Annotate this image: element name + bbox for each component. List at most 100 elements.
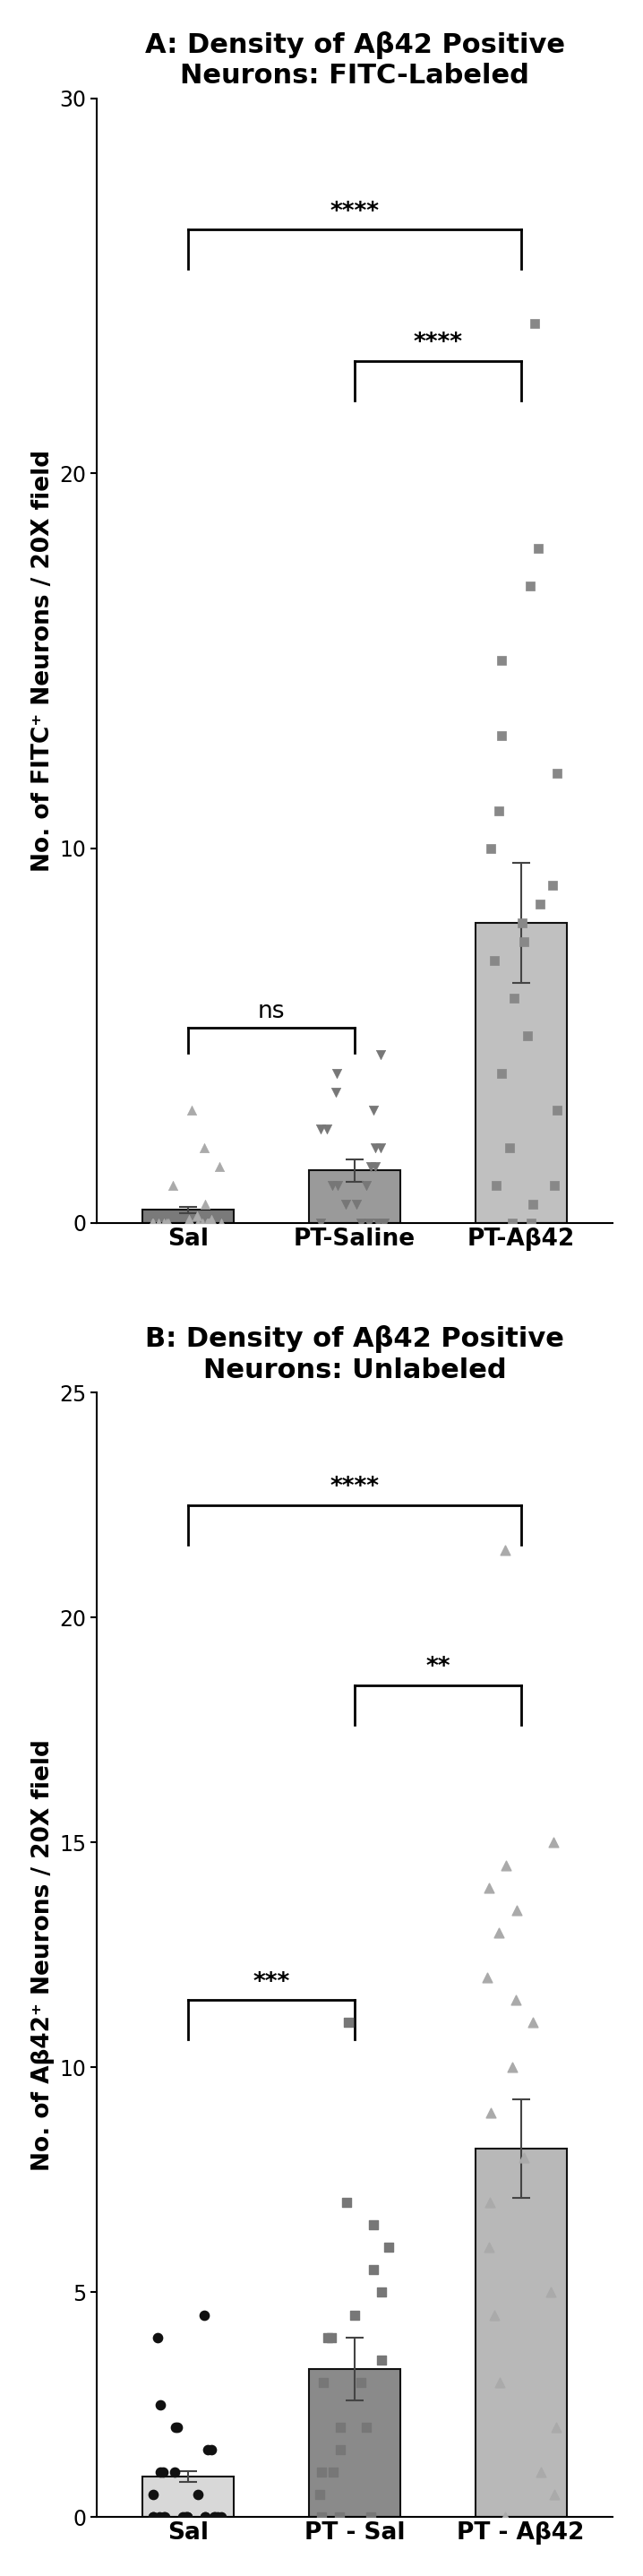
Point: [340, 1182, 350, 1224]
Point: [356, 2362, 366, 2403]
Point: [315, 1203, 325, 1244]
Point: [160, 2496, 170, 2537]
Point: [368, 2249, 379, 2290]
Point: [215, 2496, 226, 2537]
Point: [177, 2496, 188, 2537]
Point: [186, 1090, 197, 1131]
Point: [551, 1090, 561, 1131]
Point: [484, 1868, 494, 1909]
Point: [545, 2272, 556, 2313]
Point: [148, 2473, 158, 2514]
Point: [500, 1530, 510, 1571]
Point: [526, 1203, 536, 1244]
Point: [335, 2406, 345, 2447]
Point: [517, 902, 527, 943]
Point: [361, 2406, 372, 2447]
Point: [158, 2452, 168, 2494]
Point: [318, 2362, 328, 2403]
Point: [200, 2496, 210, 2537]
Point: [183, 1203, 194, 1244]
Point: [159, 2496, 169, 2537]
Point: [202, 2429, 212, 2470]
Point: [147, 2496, 158, 2537]
Point: [161, 1203, 172, 1244]
Point: [507, 2048, 517, 2089]
Point: [485, 2092, 496, 2133]
Point: [511, 1978, 521, 2020]
Point: [332, 1164, 343, 1206]
Bar: [309, 1170, 400, 1224]
Point: [155, 2452, 165, 2494]
Y-axis label: No. of FITC⁺ Neurons / 20X field: No. of FITC⁺ Neurons / 20X field: [32, 451, 55, 871]
Point: [549, 2473, 559, 2514]
Point: [365, 1146, 376, 1188]
Point: [331, 1072, 341, 1113]
Point: [155, 2385, 165, 2427]
Point: [326, 2316, 336, 2357]
Point: [521, 1015, 532, 1056]
Point: [529, 304, 539, 345]
Point: [547, 866, 557, 907]
Point: [213, 1146, 224, 1188]
Point: [148, 2496, 158, 2537]
Point: [153, 1203, 163, 1244]
Point: [535, 884, 545, 925]
Bar: [143, 1211, 234, 1224]
Point: [209, 2496, 219, 2537]
Text: ****: ****: [330, 201, 379, 224]
Point: [365, 2496, 376, 2537]
Point: [349, 2295, 359, 2336]
Point: [182, 2496, 192, 2537]
Point: [182, 2496, 192, 2537]
Point: [549, 1164, 559, 1206]
Point: [316, 1108, 326, 1149]
Bar: [143, 2476, 234, 2517]
Point: [528, 2002, 538, 2043]
Point: [356, 1203, 366, 1244]
Point: [519, 922, 529, 963]
Title: B: Density of Aβ42 Positive
Neurons: Unlabeled: B: Density of Aβ42 Positive Neurons: Unl…: [145, 1324, 564, 1383]
Point: [372, 1203, 383, 1244]
Point: [331, 1054, 341, 1095]
Point: [525, 564, 535, 605]
Point: [504, 1128, 514, 1170]
Point: [335, 2429, 345, 2470]
Point: [193, 2473, 203, 2514]
Text: ***: ***: [253, 1971, 290, 1994]
Point: [201, 1203, 212, 1244]
Point: [489, 2295, 499, 2336]
Point: [316, 2496, 327, 2537]
Text: ****: ****: [413, 332, 462, 355]
Point: [168, 1164, 178, 1206]
Text: ****: ****: [330, 1476, 379, 1499]
Point: [147, 1203, 157, 1244]
Text: ns: ns: [258, 999, 285, 1023]
Bar: [309, 2370, 400, 2517]
Point: [361, 1164, 371, 1206]
Point: [485, 827, 496, 868]
Point: [376, 2339, 386, 2380]
Bar: [475, 922, 566, 1224]
Point: [350, 1182, 361, 1224]
Point: [496, 641, 507, 683]
Point: [199, 2295, 209, 2336]
Point: [378, 1203, 388, 1244]
Point: [484, 2182, 494, 2223]
Point: [376, 2272, 386, 2313]
Point: [519, 2138, 529, 2179]
Point: [494, 2362, 504, 2403]
Point: [363, 1203, 374, 1244]
Point: [172, 2406, 182, 2447]
Point: [148, 1203, 158, 1244]
Point: [327, 1164, 337, 1206]
Point: [482, 1958, 493, 1999]
Point: [370, 1146, 380, 1188]
Bar: [475, 2148, 566, 2517]
Point: [199, 2496, 210, 2537]
Point: [527, 1182, 538, 1224]
Point: [170, 2452, 180, 2494]
Title: A: Density of Aβ42 Positive
Neurons: FITC-Labeled: A: Density of Aβ42 Positive Neurons: FIT…: [145, 31, 565, 90]
Point: [206, 1198, 216, 1239]
Point: [500, 2496, 510, 2537]
Point: [322, 1108, 332, 1149]
